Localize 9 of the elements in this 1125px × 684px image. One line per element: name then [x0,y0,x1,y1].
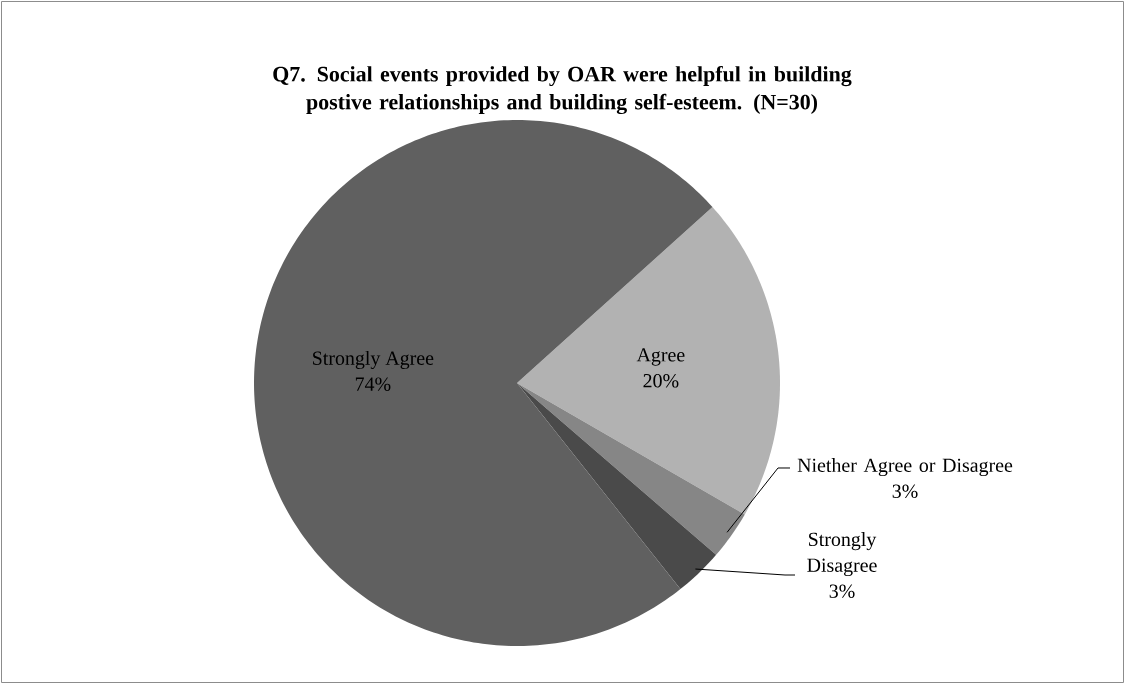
data-label: 3% [892,484,918,498]
slice-label: Agree [636,348,685,366]
chart-title: Q7. Social events provided by OAR were helpful in building postive relationships and building self-esteem. (N=30) [273,65,852,115]
data-label: 74% [355,377,391,391]
data-label: 20% [643,374,679,388]
slice-label: Strongly Disagree [807,532,877,577]
data-label: 3% [829,584,855,598]
slice-label: Strongly Agree [313,350,434,370]
slice-label: Niether Agree or Disagree [797,458,1013,477]
